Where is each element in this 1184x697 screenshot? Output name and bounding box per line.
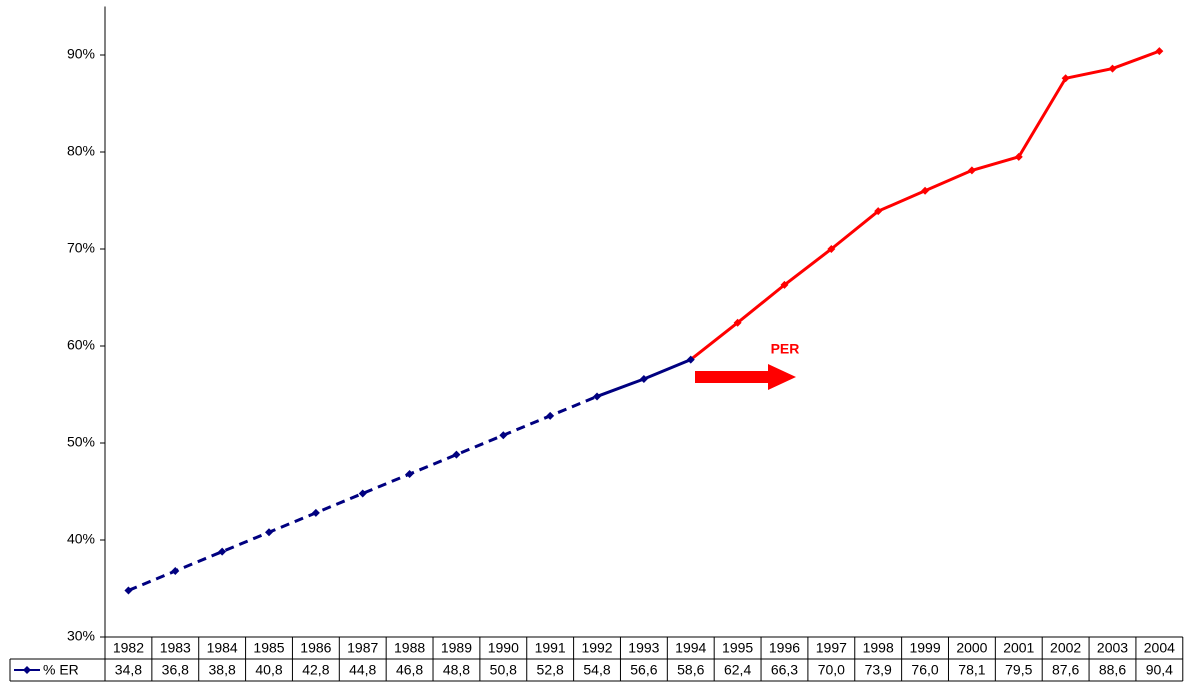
- x-tick-label: 1999: [909, 640, 940, 656]
- point-marker: [1108, 64, 1117, 73]
- x-tick-label: 1988: [394, 640, 425, 656]
- y-tick-label: 60%: [67, 337, 95, 353]
- line-segment: [127, 395, 598, 592]
- point-marker: [1155, 47, 1164, 56]
- x-tick-label: 2001: [1003, 640, 1034, 656]
- x-tick-label: 1984: [207, 640, 238, 656]
- x-tick-label: 1991: [535, 640, 566, 656]
- x-tick-label: 2003: [1097, 640, 1128, 656]
- point-marker: [546, 411, 555, 420]
- x-tick-label: 1992: [581, 640, 612, 656]
- y-tick-label: 50%: [67, 434, 95, 450]
- table-value: 46,8: [396, 662, 423, 678]
- legend-marker: [23, 666, 31, 674]
- table-value: 48,8: [443, 662, 470, 678]
- table-value: 52,8: [537, 662, 564, 678]
- table-value: 38,8: [209, 662, 236, 678]
- y-tick-label: 90%: [67, 46, 95, 62]
- point-marker: [1061, 74, 1070, 83]
- table-value: 50,8: [490, 662, 517, 678]
- point-marker: [499, 431, 508, 440]
- x-tick-label: 2000: [956, 640, 987, 656]
- table-value: 62,4: [724, 662, 751, 678]
- x-tick-label: 1985: [253, 640, 284, 656]
- table-value: 87,6: [1052, 662, 1079, 678]
- point-marker: [874, 207, 883, 216]
- annotation-label: PER: [771, 341, 800, 357]
- y-tick-label: 30%: [67, 628, 95, 644]
- line-segment: [689, 49, 1160, 361]
- point-marker: [780, 280, 789, 289]
- x-tick-label: 1986: [300, 640, 331, 656]
- table-value: 54,8: [583, 662, 610, 678]
- y-tick-label: 80%: [67, 143, 95, 159]
- x-tick-label: 1989: [441, 640, 472, 656]
- table-value: 40,8: [255, 662, 282, 678]
- table-value: 58,6: [677, 662, 704, 678]
- table-value: 78,1: [958, 662, 985, 678]
- x-tick-label: 1982: [113, 640, 144, 656]
- table-value: 42,8: [302, 662, 329, 678]
- point-marker: [311, 508, 320, 517]
- x-tick-label: 1994: [675, 640, 706, 656]
- table-value: 90,4: [1146, 662, 1173, 678]
- point-marker: [593, 392, 602, 401]
- x-tick-label: 1997: [816, 640, 847, 656]
- x-tick-label: 1983: [160, 640, 191, 656]
- table-value: 34,8: [115, 662, 142, 678]
- y-tick-label: 40%: [67, 531, 95, 547]
- point-marker: [686, 355, 695, 364]
- point-marker: [218, 547, 227, 556]
- x-tick-label: 1996: [769, 640, 800, 656]
- point-marker: [171, 567, 180, 576]
- x-tick-label: 2002: [1050, 640, 1081, 656]
- point-marker: [405, 470, 414, 479]
- table-value: 66,3: [771, 662, 798, 678]
- point-marker: [733, 318, 742, 327]
- table-value: 73,9: [865, 662, 892, 678]
- x-tick-label: 1998: [863, 640, 894, 656]
- point-marker: [967, 166, 976, 175]
- annotation-arrow: [695, 364, 796, 390]
- point-marker: [358, 489, 367, 498]
- point-marker: [827, 245, 836, 253]
- point-marker: [124, 586, 133, 595]
- x-tick-label: 1995: [722, 640, 753, 656]
- point-marker: [265, 528, 274, 537]
- legend-label: % ER: [43, 662, 79, 678]
- x-tick-label: 1987: [347, 640, 378, 656]
- point-marker: [452, 450, 461, 459]
- table-value: 76,0: [911, 662, 938, 678]
- table-value: 44,8: [349, 662, 376, 678]
- table-value: 79,5: [1005, 662, 1032, 678]
- x-tick-label: 1993: [628, 640, 659, 656]
- x-tick-label: 2004: [1144, 640, 1175, 656]
- x-tick-label: 1990: [488, 640, 519, 656]
- point-marker: [1014, 152, 1023, 161]
- y-tick-label: 70%: [67, 240, 95, 256]
- table-value: 36,8: [162, 662, 189, 678]
- table-value: 70,0: [818, 662, 845, 678]
- table-value: 56,6: [630, 662, 657, 678]
- point-marker: [921, 186, 930, 195]
- point-marker: [639, 374, 648, 383]
- table-value: 88,6: [1099, 662, 1126, 678]
